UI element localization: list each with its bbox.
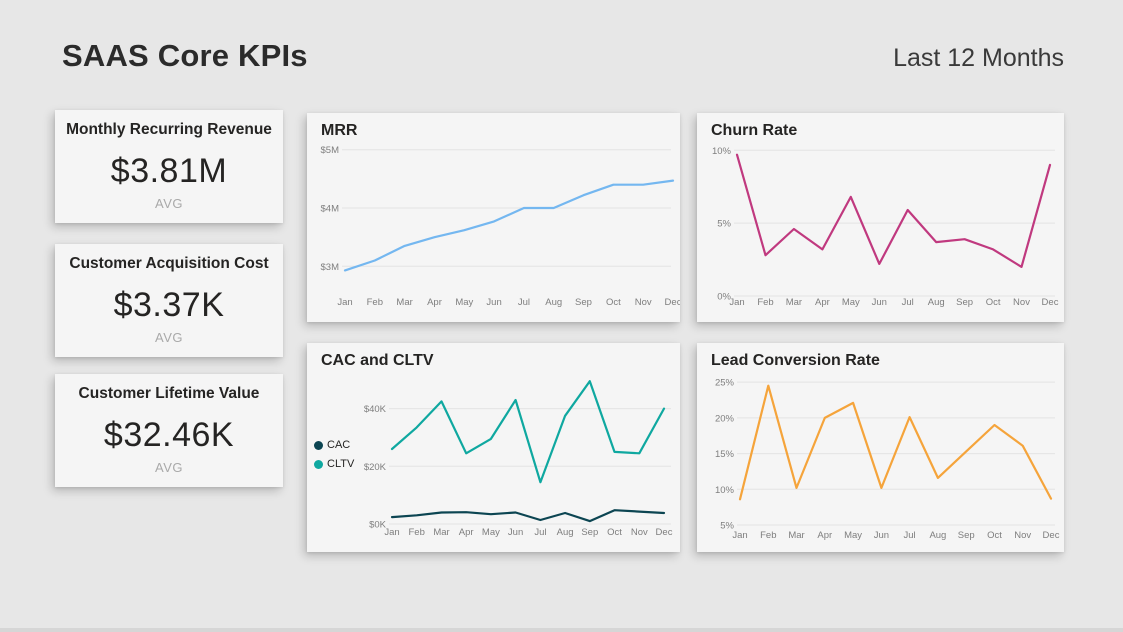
svg-text:Feb: Feb (367, 297, 383, 308)
chart-title-mrr: MRR (321, 122, 358, 139)
svg-text:Jun: Jun (874, 530, 889, 541)
svg-text:Sep: Sep (575, 297, 592, 308)
svg-text:Sep: Sep (581, 527, 598, 538)
svg-text:Sep: Sep (956, 297, 973, 308)
svg-text:$4M: $4M (321, 204, 340, 215)
svg-text:Mar: Mar (433, 527, 449, 538)
svg-text:Apr: Apr (815, 297, 830, 308)
legend-label: CLTV (327, 458, 355, 470)
svg-text:Jul: Jul (518, 297, 530, 308)
legend-item-cltv[interactable]: CLTV (314, 458, 354, 470)
legend-label: CAC (327, 439, 351, 451)
legend-item-cac[interactable]: CAC (314, 439, 354, 451)
svg-text:May: May (844, 530, 862, 541)
kpi-label: Customer Acquisition Cost (69, 255, 269, 272)
svg-text:5%: 5% (717, 219, 731, 230)
cac-cltv-line-chart[interactable]: $0K $20K $40K Jan Feb Mar Apr May Jun Jul Aug Sep Oc… (307, 343, 680, 552)
svg-text:$0K: $0K (369, 520, 387, 531)
page-title: SAAS Core KPIs (62, 38, 308, 73)
svg-text:Jun: Jun (508, 527, 523, 538)
svg-text:Jan: Jan (732, 530, 747, 541)
svg-text:Apr: Apr (459, 527, 474, 538)
svg-text:Mar: Mar (786, 297, 802, 308)
svg-text:Jun: Jun (872, 297, 887, 308)
svg-text:Mar: Mar (788, 530, 804, 541)
lead-conversion-line-chart[interactable]: 5% 10% 15% 20% 25% Jan Feb Mar Apr May Jun Jul Aug Se… (697, 343, 1064, 552)
svg-text:Dec: Dec (656, 527, 673, 538)
chart-title-cac-cltv: CAC and CLTV (321, 352, 434, 369)
kpi-value: $3.37K (113, 286, 225, 324)
kpi-value: $3.81M (110, 152, 228, 190)
svg-text:Mar: Mar (396, 297, 412, 308)
svg-text:Jan: Jan (337, 297, 352, 308)
kpi-card-cac: Customer Acquisition Cost $3.37K AVG (55, 244, 283, 357)
svg-text:$3M: $3M (321, 262, 340, 273)
mrr-line-chart[interactable]: $3M $4M $5M Jan Feb Mar Apr May Jun Jul Aug Sep Oct N… (307, 113, 680, 322)
svg-text:Feb: Feb (757, 297, 773, 308)
svg-text:Nov: Nov (635, 297, 652, 308)
svg-text:Jun: Jun (486, 297, 501, 308)
svg-text:15%: 15% (715, 449, 735, 460)
chart-panel-lead-conversion: 5% 10% 15% 20% 25% Jan Feb Mar Apr May Jun Jul Aug Se… (697, 343, 1064, 552)
svg-text:Jan: Jan (384, 527, 399, 538)
svg-text:Oct: Oct (986, 297, 1001, 308)
svg-text:Dec: Dec (1042, 297, 1059, 308)
churn-rate-line-chart[interactable]: 0% 5% 10% Jan Feb Mar Apr May Jun Jul Aug Sep Oct Nov… (697, 113, 1064, 322)
kpi-aggregation-label: AVG (155, 330, 183, 345)
kpi-label: Monthly Recurring Revenue (66, 121, 272, 138)
svg-text:Nov: Nov (1014, 530, 1031, 541)
svg-text:$40K: $40K (364, 404, 387, 415)
svg-text:Aug: Aug (557, 527, 574, 538)
svg-text:10%: 10% (715, 485, 735, 496)
legend: CAC CLTV (314, 439, 354, 470)
cac-legend-dot-icon (314, 440, 323, 450)
svg-text:0%: 0% (717, 292, 731, 303)
svg-text:25%: 25% (715, 378, 735, 389)
svg-text:10%: 10% (712, 146, 732, 157)
svg-text:Dec: Dec (1043, 530, 1060, 541)
svg-text:Feb: Feb (760, 530, 776, 541)
svg-text:Oct: Oct (606, 297, 621, 308)
chart-title-lead-conversion: Lead Conversion Rate (711, 352, 880, 369)
kpi-value: $32.46K (103, 416, 235, 454)
svg-text:Jul: Jul (902, 297, 914, 308)
svg-text:Dec: Dec (665, 297, 680, 308)
svg-text:May: May (482, 527, 500, 538)
kpi-card-cltv: Customer Lifetime Value $32.46K AVG (55, 374, 283, 487)
chart-panel-mrr: $3M $4M $5M Jan Feb Mar Apr May Jun Jul Aug Sep Oct N… (307, 113, 680, 322)
svg-text:Sep: Sep (958, 530, 975, 541)
kpi-card-mrr: Monthly Recurring Revenue $3.81M AVG (55, 110, 283, 223)
svg-text:20%: 20% (715, 413, 735, 424)
svg-text:Aug: Aug (929, 530, 946, 541)
svg-text:May: May (455, 297, 473, 308)
chart-title-churn-rate: Churn Rate (711, 122, 798, 139)
svg-text:Nov: Nov (1013, 297, 1030, 308)
cltv-legend-dot-icon (314, 459, 323, 469)
svg-text:5%: 5% (720, 521, 734, 532)
kpi-aggregation-label: AVG (155, 460, 183, 475)
svg-text:Aug: Aug (545, 297, 562, 308)
svg-text:Apr: Apr (817, 530, 832, 541)
svg-text:Jul: Jul (904, 530, 916, 541)
svg-text:Nov: Nov (631, 527, 648, 538)
svg-text:Oct: Oct (607, 527, 622, 538)
kpi-label: Customer Lifetime Value (78, 385, 260, 402)
kpi-aggregation-label: AVG (155, 196, 183, 211)
svg-text:Jul: Jul (534, 527, 546, 538)
svg-text:Feb: Feb (409, 527, 425, 538)
period-label: Last 12 Months (893, 44, 1064, 72)
svg-text:May: May (842, 297, 860, 308)
svg-text:$5M: $5M (321, 145, 340, 156)
chart-panel-cac-cltv: $0K $20K $40K Jan Feb Mar Apr May Jun Jul Aug Sep Oc… (307, 343, 680, 552)
header: SAAS Core KPIs Last 12 Months (62, 38, 1064, 74)
svg-text:Jan: Jan (729, 297, 744, 308)
window-bottom-edge (0, 628, 1123, 632)
svg-text:$20K: $20K (364, 462, 387, 473)
svg-text:Oct: Oct (987, 530, 1002, 541)
chart-panel-churn-rate: 0% 5% 10% Jan Feb Mar Apr May Jun Jul Aug Sep Oct Nov… (697, 113, 1064, 322)
svg-text:Aug: Aug (928, 297, 945, 308)
svg-text:Apr: Apr (427, 297, 442, 308)
